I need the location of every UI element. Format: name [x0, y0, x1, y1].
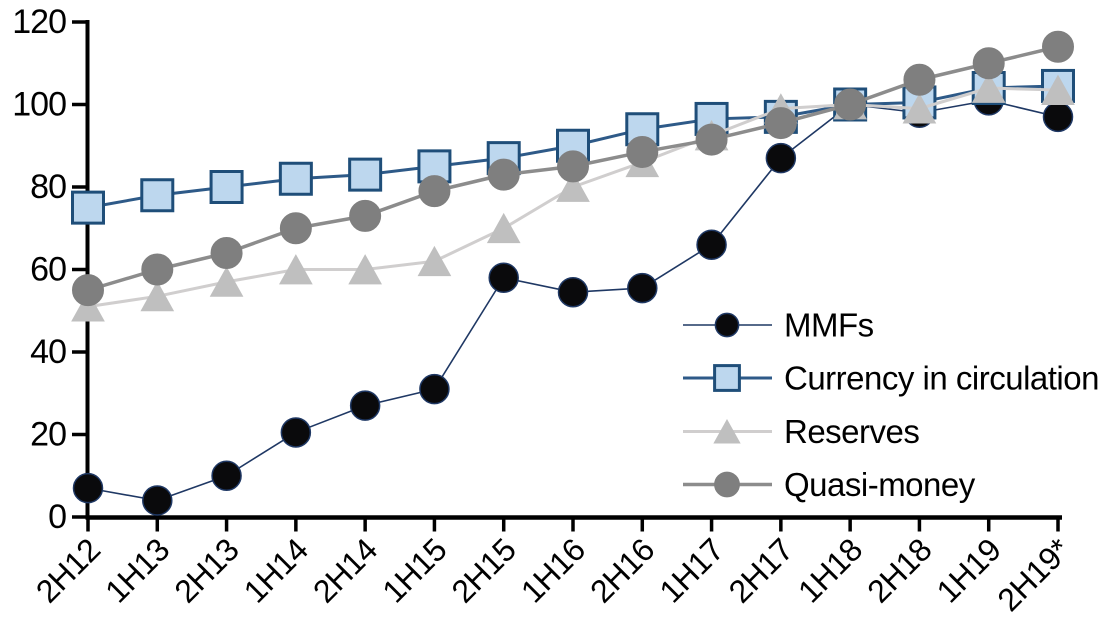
series-marker-quasi-money [1042, 30, 1074, 63]
series-marker-currency-in-circulation [348, 157, 383, 192]
series-marker-mmfs [765, 142, 797, 174]
x-tick-label: 2H13 [167, 531, 245, 609]
x-tick-label: 2H19* [990, 531, 1077, 618]
series-marker-mmfs [211, 460, 242, 491]
legend-label-quasi-money: Quasi-money [784, 466, 976, 503]
series-marker-reserves [556, 171, 590, 202]
series-marker-reserves [971, 72, 1006, 103]
series-marker-quasi-money [834, 88, 867, 121]
series-marker-quasi-money [972, 47, 1005, 80]
series-marker-quasi-money [903, 63, 936, 96]
x-tick-label: 2H12 [29, 531, 107, 609]
legend-item-mmfs: MMFs [683, 307, 874, 344]
series-marker-mmfs [72, 472, 104, 504]
series-marker-mmfs [142, 485, 173, 516]
series-marker-reserves [1041, 74, 1075, 105]
legend-item-quasi-money: Quasi-money [683, 466, 976, 503]
series-marker-quasi-money [764, 107, 797, 140]
x-tick-label: 1H18 [791, 531, 869, 609]
series-marker-quasi-money [557, 150, 589, 183]
legend-label-mmfs: MMFs [784, 307, 874, 344]
x-tick-label: 2H16 [583, 531, 661, 609]
y-tick-label: 0 [48, 498, 66, 536]
series-marker-quasi-money [626, 135, 659, 168]
series-marker-mmfs [696, 229, 727, 260]
series-marker-currency-in-circulation [278, 161, 313, 196]
series-marker-legend-currency-in-circulation [713, 364, 741, 392]
series-marker-legend-quasi-money [714, 471, 740, 498]
x-tick-label: 1H17 [652, 531, 730, 609]
x-tick-label: 1H13 [98, 531, 176, 609]
series-marker-mmfs [349, 390, 381, 421]
series-marker-quasi-money [279, 212, 312, 245]
y-tick-label: 20 [30, 416, 66, 454]
series-marker-reserves [417, 245, 452, 277]
y-tick-label: 40 [30, 333, 66, 371]
x-tick-label: 2H14 [306, 531, 384, 609]
series-marker-reserves [902, 93, 937, 124]
series-marker-quasi-money [418, 175, 451, 208]
legend-item-currency-in-circulation: Currency in circulation [683, 360, 1099, 397]
series-marker-legend-mmfs [714, 312, 740, 338]
series-marker-currency-in-circulation [140, 178, 175, 213]
x-tick-label: 2H17 [722, 531, 800, 609]
y-tick-label: 100 [12, 86, 66, 124]
series-marker-quasi-money [72, 274, 104, 307]
legend-label-currency-in-circulation: Currency in circulation [784, 360, 1099, 397]
y-tick-label: 80 [30, 168, 66, 206]
series-marker-currency-in-circulation [71, 190, 105, 225]
series-marker-reserves [279, 254, 313, 285]
series-marker-quasi-money [695, 123, 728, 156]
series-marker-reserves [209, 266, 244, 297]
series-marker-quasi-money [141, 253, 174, 286]
series-marker-reserves [140, 280, 175, 312]
x-tick-label: 2H18 [860, 531, 938, 609]
series-marker-mmfs [557, 276, 589, 308]
series-marker-mmfs [280, 417, 312, 448]
series-marker-mmfs [627, 272, 658, 304]
y-tick-label: 60 [30, 251, 66, 289]
series-marker-reserves [71, 291, 105, 322]
series-marker-legend-reserves [713, 418, 741, 444]
series-marker-quasi-money [487, 158, 520, 191]
series-marker-mmfs [419, 373, 450, 405]
series-marker-reserves [348, 254, 382, 285]
series-marker-mmfs [488, 262, 519, 293]
series-marker-quasi-money [210, 237, 243, 269]
series-marker-reserves [486, 212, 521, 244]
series-marker-quasi-money [349, 199, 382, 232]
x-tick-label: 2H15 [445, 531, 523, 609]
series-marker-mmfs [1042, 101, 1074, 133]
x-tick-label: 1H15 [375, 531, 453, 609]
x-tick-label: 1H14 [237, 531, 315, 609]
legend-item-reserves: Reserves [683, 413, 920, 450]
y-tick-label: 120 [12, 3, 66, 41]
series-marker-currency-in-circulation [209, 170, 244, 204]
x-tick-label: 1H16 [514, 531, 592, 609]
legend-label-reserves: Reserves [784, 413, 919, 450]
